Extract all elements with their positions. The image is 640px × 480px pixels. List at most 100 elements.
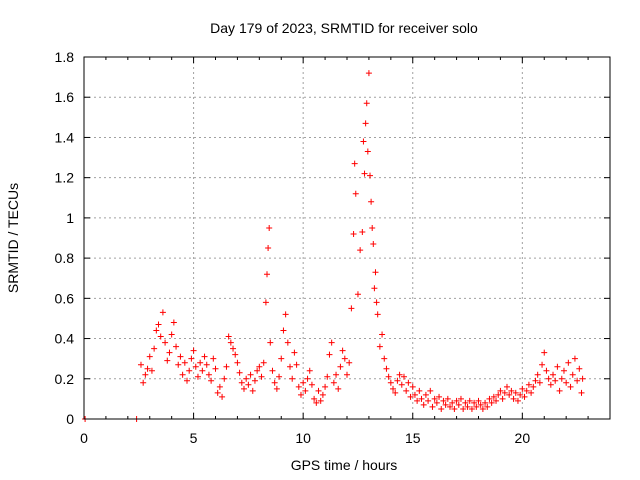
data-point — [499, 395, 506, 402]
data-point — [407, 393, 414, 400]
data-point — [184, 377, 191, 384]
data-point — [289, 375, 296, 382]
data-point — [460, 405, 467, 412]
data-point — [508, 387, 515, 394]
data-point — [271, 379, 278, 386]
data-point — [403, 387, 410, 394]
x-tick-label: 10 — [295, 430, 311, 446]
data-point — [199, 367, 206, 374]
data-point — [453, 397, 460, 404]
data-point — [359, 228, 366, 235]
data-point — [280, 327, 287, 334]
data-point — [579, 375, 586, 382]
data-point — [473, 403, 480, 410]
x-axis-ticks: 0 5 10 15 20 — [80, 57, 589, 446]
data-point — [362, 120, 369, 127]
data-point — [381, 355, 388, 362]
data-point — [243, 375, 250, 382]
data-point — [405, 379, 412, 386]
data-point — [260, 359, 267, 366]
x-tick-label: 5 — [190, 430, 198, 446]
y-tick-label: 0.4 — [55, 331, 75, 347]
data-point — [396, 371, 403, 378]
data-point — [554, 363, 561, 370]
data-point — [514, 397, 521, 404]
data-point — [354, 291, 361, 298]
data-point — [188, 355, 195, 362]
data-point — [315, 387, 322, 394]
data-point — [455, 401, 462, 408]
data-point — [357, 247, 364, 254]
data-point — [273, 385, 280, 392]
data-point — [466, 397, 473, 404]
data-point — [140, 379, 147, 386]
data-point — [552, 377, 559, 384]
data-point — [364, 148, 371, 155]
data-point — [532, 377, 539, 384]
data-point — [501, 389, 508, 396]
data-point — [319, 391, 326, 398]
y-tick-label: 1.2 — [55, 170, 75, 186]
data-point — [565, 359, 572, 366]
data-point — [560, 367, 567, 374]
data-point — [232, 351, 239, 358]
y-tick-label: 0 — [66, 411, 74, 427]
data-point — [576, 365, 583, 372]
data-point — [142, 371, 149, 378]
data-point — [162, 339, 169, 346]
y-tick-label: 1 — [66, 210, 74, 226]
data-point — [214, 389, 221, 396]
data-point — [374, 311, 381, 318]
data-point — [251, 377, 258, 384]
data-point — [383, 365, 390, 372]
data-point — [484, 403, 491, 410]
data-point — [462, 399, 469, 406]
data-point — [370, 241, 377, 248]
data-point — [525, 381, 532, 388]
data-point — [240, 385, 247, 392]
data-point — [523, 387, 530, 394]
data-point — [249, 387, 256, 394]
data-point — [422, 391, 429, 398]
data-point — [151, 345, 158, 352]
data-point — [558, 375, 565, 382]
data-point — [503, 383, 510, 390]
data-point — [464, 403, 471, 410]
data-point — [385, 373, 392, 380]
data-point — [166, 349, 173, 356]
data-point — [324, 373, 331, 380]
data-point — [517, 391, 524, 398]
data-point — [264, 271, 271, 278]
data-point — [360, 138, 367, 145]
data-point — [335, 385, 342, 392]
data-point — [137, 361, 144, 368]
data-point — [569, 371, 576, 378]
data-point — [267, 339, 274, 346]
data-point — [400, 373, 407, 380]
data-point — [322, 383, 329, 390]
data-point — [208, 377, 215, 384]
data-point — [276, 373, 283, 380]
y-tick-label: 0.6 — [55, 290, 75, 306]
data-point — [457, 395, 464, 402]
data-point — [304, 375, 311, 382]
data-point — [550, 371, 557, 378]
data-point — [369, 224, 376, 231]
data-point — [144, 365, 151, 372]
data-point — [282, 311, 289, 318]
data-point — [238, 379, 245, 386]
data-point — [541, 349, 548, 356]
x-tick-label: 0 — [80, 430, 88, 446]
data-point — [431, 395, 438, 402]
data-point — [153, 327, 160, 334]
data-point — [528, 389, 535, 396]
data-point — [225, 333, 232, 340]
data-point — [306, 367, 313, 374]
grid-lines — [84, 57, 610, 419]
data-point — [295, 383, 302, 390]
data-point — [429, 403, 436, 410]
data-point — [486, 395, 493, 402]
y-tick-label: 1.4 — [55, 129, 75, 145]
y-axis-ticks: 0 0.2 0.4 0.6 0.8 1 1.2 1.4 1.6 1.8 — [55, 49, 610, 427]
data-point — [159, 309, 166, 316]
